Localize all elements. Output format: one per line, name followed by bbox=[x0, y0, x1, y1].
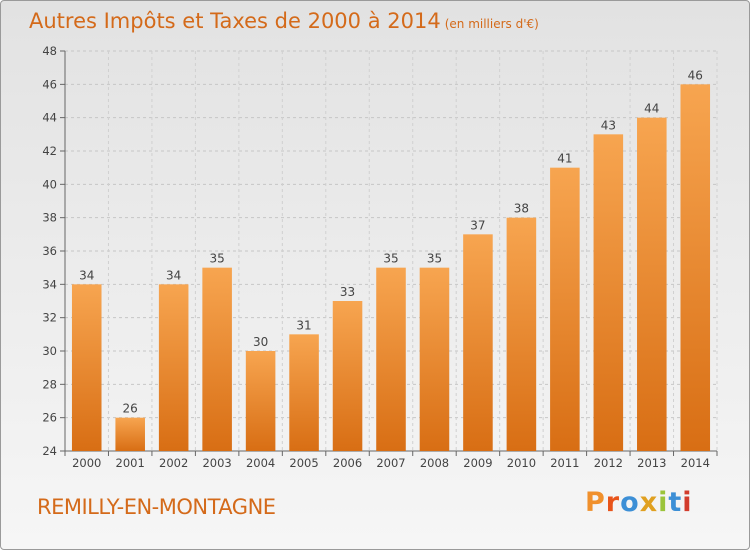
chart-subtitle: (en milliers d'€) bbox=[444, 17, 539, 31]
x-tick-label: 2012 bbox=[594, 456, 623, 470]
y-tick-label: 28 bbox=[42, 377, 57, 391]
bar bbox=[158, 284, 189, 451]
y-tick-label: 38 bbox=[42, 211, 57, 225]
y-tick-label: 30 bbox=[42, 344, 57, 358]
x-tick-label: 2005 bbox=[289, 456, 318, 470]
x-tick-label: 2013 bbox=[637, 456, 666, 470]
x-tick-label: 2009 bbox=[463, 456, 492, 470]
x-tick-label: 2000 bbox=[72, 456, 101, 470]
y-tick-label: 48 bbox=[42, 44, 57, 58]
data-label: 31 bbox=[296, 318, 311, 332]
bar bbox=[332, 301, 363, 451]
bar bbox=[245, 351, 276, 451]
x-tick-label: 2003 bbox=[202, 456, 231, 470]
x-tick-label: 2001 bbox=[116, 456, 145, 470]
bar bbox=[115, 417, 145, 451]
y-tick-label: 34 bbox=[42, 277, 57, 291]
bar bbox=[71, 284, 102, 451]
x-tick-label: 2002 bbox=[159, 456, 188, 470]
data-label: 35 bbox=[383, 252, 398, 266]
bar bbox=[680, 84, 711, 451]
labels: 24 26 28 30 32 34 36 38 40 42 44 46 48 34 2000 26 2001 34… bbox=[42, 44, 710, 470]
x-tick-label: 2004 bbox=[246, 456, 275, 470]
y-tick-label: 36 bbox=[42, 244, 57, 258]
bar bbox=[593, 134, 624, 452]
y-tick-label: 42 bbox=[42, 144, 57, 158]
x-tick-label: 2010 bbox=[507, 456, 536, 470]
chart-title-text: Autres Impôts et Taxes de 2000 à 2014 bbox=[29, 9, 441, 33]
bar bbox=[376, 267, 406, 451]
data-label: 35 bbox=[427, 252, 442, 266]
data-label: 26 bbox=[123, 402, 138, 416]
data-label: 37 bbox=[470, 218, 485, 232]
x-tick-label: 2006 bbox=[333, 456, 362, 470]
logo-letter: o bbox=[620, 487, 640, 518]
commune-name: REMILLY-EN-MONTAGNE bbox=[37, 495, 276, 519]
y-tick-label: 24 bbox=[42, 444, 57, 458]
bars bbox=[71, 84, 711, 452]
y-tick-label: 32 bbox=[42, 311, 57, 325]
x-tick-label: 2008 bbox=[420, 456, 449, 470]
bar bbox=[637, 117, 667, 452]
logo-letter: r bbox=[605, 487, 621, 518]
logo-letter: t bbox=[668, 487, 683, 518]
data-label: 30 bbox=[253, 335, 268, 349]
data-label: 34 bbox=[79, 268, 94, 282]
data-label: 35 bbox=[209, 252, 224, 266]
data-label: 33 bbox=[340, 285, 355, 299]
bar bbox=[289, 334, 319, 451]
logo-letter: i bbox=[658, 487, 669, 518]
bar bbox=[419, 267, 450, 451]
y-tick-label: 40 bbox=[42, 177, 57, 191]
data-label: 38 bbox=[514, 202, 529, 216]
y-tick-label: 26 bbox=[42, 411, 57, 425]
data-label: 44 bbox=[644, 102, 659, 116]
logo-letter: x bbox=[639, 487, 659, 518]
chart-title: Autres Impôts et Taxes de 2000 à 2014 (en… bbox=[29, 9, 539, 33]
data-label: 34 bbox=[166, 268, 181, 282]
data-label: 41 bbox=[557, 152, 572, 166]
proxiti-logo: Proxiti bbox=[585, 487, 693, 518]
bar bbox=[506, 217, 537, 451]
x-tick-label: 2007 bbox=[376, 456, 405, 470]
logo-letter: P bbox=[585, 487, 606, 518]
data-label: 43 bbox=[601, 118, 616, 132]
x-tick-label: 2011 bbox=[550, 456, 579, 470]
x-tick-label: 2014 bbox=[681, 456, 710, 470]
data-label: 46 bbox=[688, 68, 703, 82]
y-tick-label: 44 bbox=[42, 111, 57, 125]
logo-letter: i bbox=[682, 487, 693, 518]
bar bbox=[463, 234, 493, 451]
bar bbox=[550, 167, 580, 451]
bar bbox=[202, 267, 232, 451]
y-tick-label: 46 bbox=[42, 77, 57, 91]
